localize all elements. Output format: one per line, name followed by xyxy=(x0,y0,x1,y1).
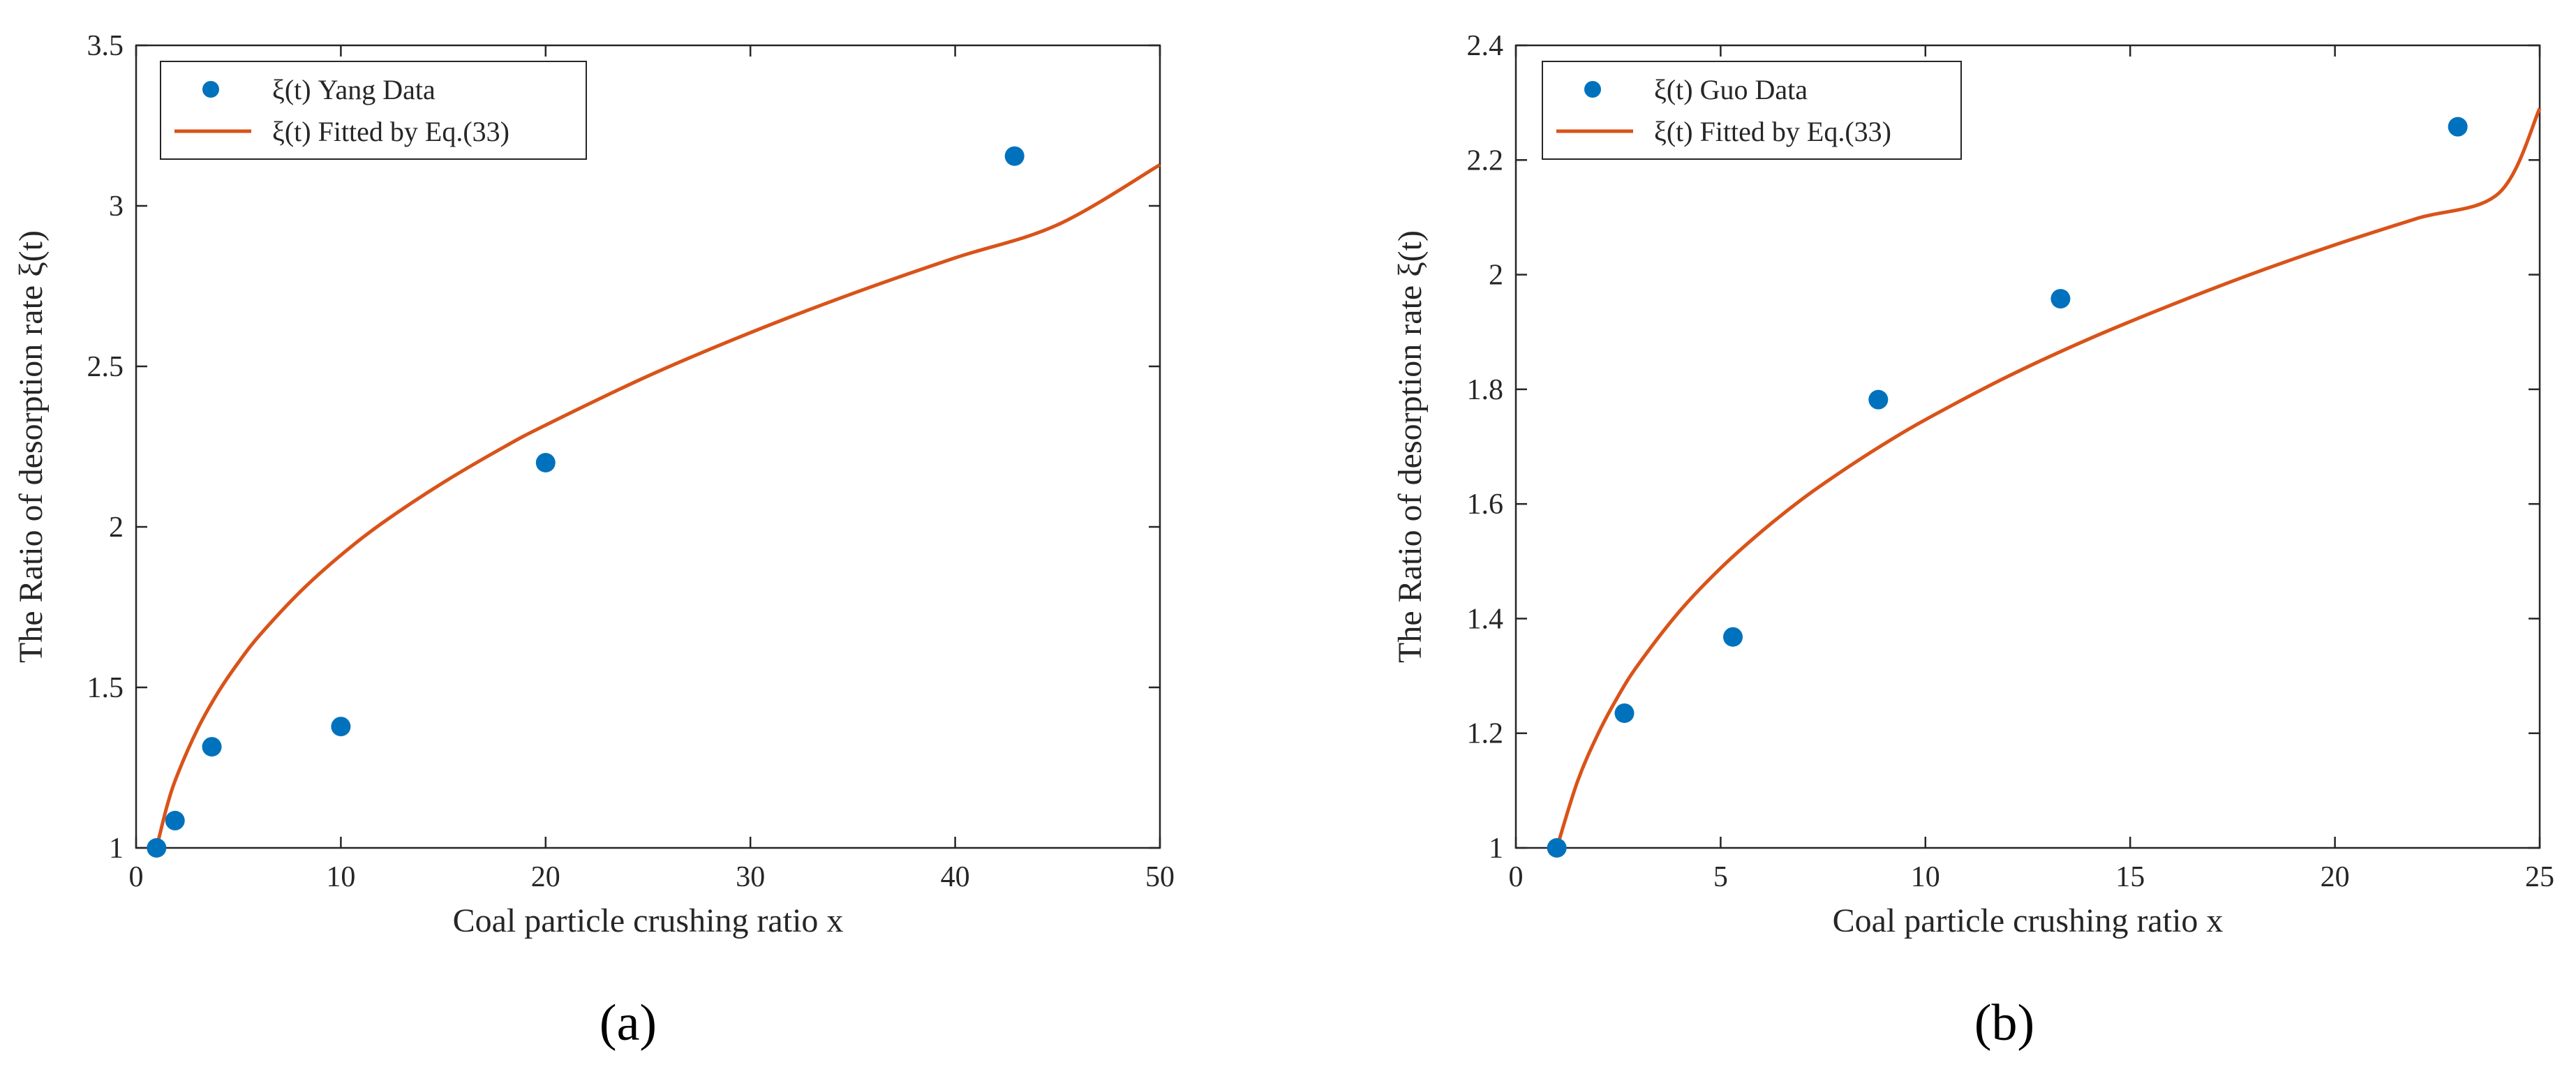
y-tick-label: 1.8 xyxy=(1467,374,1504,406)
data-point xyxy=(1614,703,1635,723)
y-tick-label: 1.2 xyxy=(1467,718,1504,750)
y-axis-label: The Ratio of desorption rate ξ(t) xyxy=(1392,230,1429,663)
y-tick-label: 2 xyxy=(109,512,124,544)
plot-area-frame xyxy=(1514,44,2541,849)
x-tick-label: 30 xyxy=(736,861,765,893)
y-tick-label: 1 xyxy=(1489,833,1503,865)
data-point xyxy=(1547,838,1567,858)
data-point xyxy=(165,810,185,830)
x-tick-label: 20 xyxy=(531,861,560,893)
x-tick-label: 40 xyxy=(941,861,970,893)
chart-panel-b: 0 5 10 15 20 25 1 1.2 1.4 1.6 1.8 2 2.2 2.4 Coal parti… xyxy=(1392,30,2554,1052)
data-point xyxy=(202,737,222,757)
x-axis-label: Coal particle crushing ratio x xyxy=(453,902,844,939)
x-tick-label: 0 xyxy=(1509,861,1524,893)
y-tick-label: 2 xyxy=(1489,260,1503,292)
legend-label-data: ξ(t) Guo Data xyxy=(1654,74,1808,105)
y-tick-label: 3 xyxy=(109,191,124,223)
panel-label: (b) xyxy=(1974,994,2034,1052)
legend-marker-icon xyxy=(202,81,219,98)
y-tick-label: 1.6 xyxy=(1467,488,1504,521)
x-tick-label: 15 xyxy=(2115,861,2145,893)
x-tick-label: 5 xyxy=(1713,861,1728,893)
data-point xyxy=(331,717,351,737)
y-axis-label: The Ratio of desorption rate ξ(t) xyxy=(13,230,50,663)
chart-panel-a: 0 10 20 30 40 50 1 1.5 2 2.5 3 3.5 Coal particle cru… xyxy=(13,30,1175,1052)
legend-label-fit: ξ(t) Fitted by Eq.(33) xyxy=(1654,116,1891,147)
data-point xyxy=(535,453,556,472)
legend-label-data: ξ(t) Yang Data xyxy=(272,74,435,105)
legend: ξ(t) Guo Data ξ(t) Fitted by Eq.(33) xyxy=(1542,61,1962,160)
plot-area-frame xyxy=(135,44,1161,849)
x-tick-label: 10 xyxy=(326,861,355,893)
x-tick-label: 10 xyxy=(1911,861,1940,893)
data-point xyxy=(2448,117,2468,137)
data-point xyxy=(1004,146,1025,166)
legend-label-fit: ξ(t) Fitted by Eq.(33) xyxy=(272,116,509,147)
data-point xyxy=(147,838,167,858)
x-tick-label: 20 xyxy=(2321,861,2350,893)
y-tick-label: 2.4 xyxy=(1467,30,1504,62)
data-point xyxy=(2050,289,2071,309)
fit-curve-line xyxy=(154,163,1161,849)
y-tick-label: 1 xyxy=(109,833,124,865)
fit-curve-line xyxy=(1555,107,2542,849)
y-tick-label: 3.5 xyxy=(87,30,124,62)
y-tick-label: 1.4 xyxy=(1467,603,1504,635)
x-tick-label: 25 xyxy=(2525,861,2554,893)
legend-box xyxy=(160,61,587,160)
y-tick-label: 2.2 xyxy=(1467,144,1504,177)
legend-box xyxy=(1542,61,1962,160)
x-axis-label: Coal particle crushing ratio x xyxy=(1833,902,2224,939)
data-point xyxy=(1723,627,1743,647)
legend-marker-icon xyxy=(1584,81,1601,98)
x-tick-label: 50 xyxy=(1145,861,1175,893)
legend: ξ(t) Yang Data ξ(t) Fitted by Eq.(33) xyxy=(160,61,587,160)
x-tick-label: 0 xyxy=(129,861,144,893)
data-point xyxy=(1868,389,1889,410)
y-tick-label: 1.5 xyxy=(87,672,124,704)
panel-label: (a) xyxy=(600,994,657,1052)
y-tick-label: 2.5 xyxy=(87,351,124,383)
